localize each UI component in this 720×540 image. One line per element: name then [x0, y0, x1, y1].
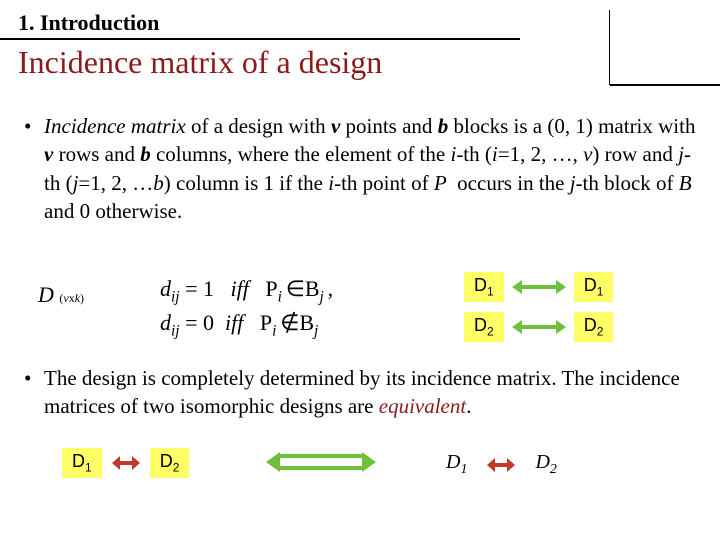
large-double-arrow-green-icon [266, 448, 376, 476]
bullet1-text: Incidence matrix of a design with v poin… [44, 112, 696, 225]
bullet-incidence-definition: • Incidence matrix of a design with v po… [24, 112, 696, 225]
isomorphism-pair-row-2: D2 D2 [464, 312, 613, 342]
page-title: Incidence matrix of a design [18, 44, 382, 81]
double-arrow-red-icon [487, 458, 515, 472]
box-d1-left: D1 [464, 272, 504, 302]
corner-line-horizontal [610, 84, 720, 86]
box-d1-right: D1 [574, 272, 614, 302]
header-rule [0, 38, 520, 40]
formula-row-2: dij = 0 iff Pi ∉Bj [160, 308, 333, 342]
bullet-dot: • [24, 112, 31, 140]
box-d1-bottom: D1 [62, 448, 102, 478]
box-d2-bottom: D2 [150, 448, 190, 478]
bullet-dot: • [24, 364, 31, 392]
section-label: 1. Introduction [18, 10, 159, 36]
box-d2-left: D2 [464, 312, 504, 342]
bullet2-text: The design is completely determined by i… [44, 364, 696, 421]
box-d1-italic: D1 [436, 448, 477, 481]
isomorphism-pair-row-1: D1 D1 [464, 272, 613, 302]
formula-block: dij = 1 iff Pi ∈Bj , dij = 0 iff Pi ∉Bj [160, 274, 333, 342]
double-arrow-red-icon [112, 456, 140, 470]
bottom-pair-right: D1 D2 [436, 448, 567, 481]
bullet-equivalent: • The design is completely determined by… [24, 364, 696, 421]
formula-row-1: dij = 1 iff Pi ∈Bj , [160, 274, 333, 308]
double-arrow-green-icon [512, 320, 566, 334]
matrix-symbol-D: D (vxk) [38, 282, 84, 308]
bottom-pair-left: D1 D2 [62, 448, 189, 478]
box-d2-right: D2 [574, 312, 614, 342]
double-arrow-green-icon [512, 280, 566, 294]
corner-line-vertical [609, 10, 611, 85]
box-d2-italic: D2 [525, 448, 566, 481]
